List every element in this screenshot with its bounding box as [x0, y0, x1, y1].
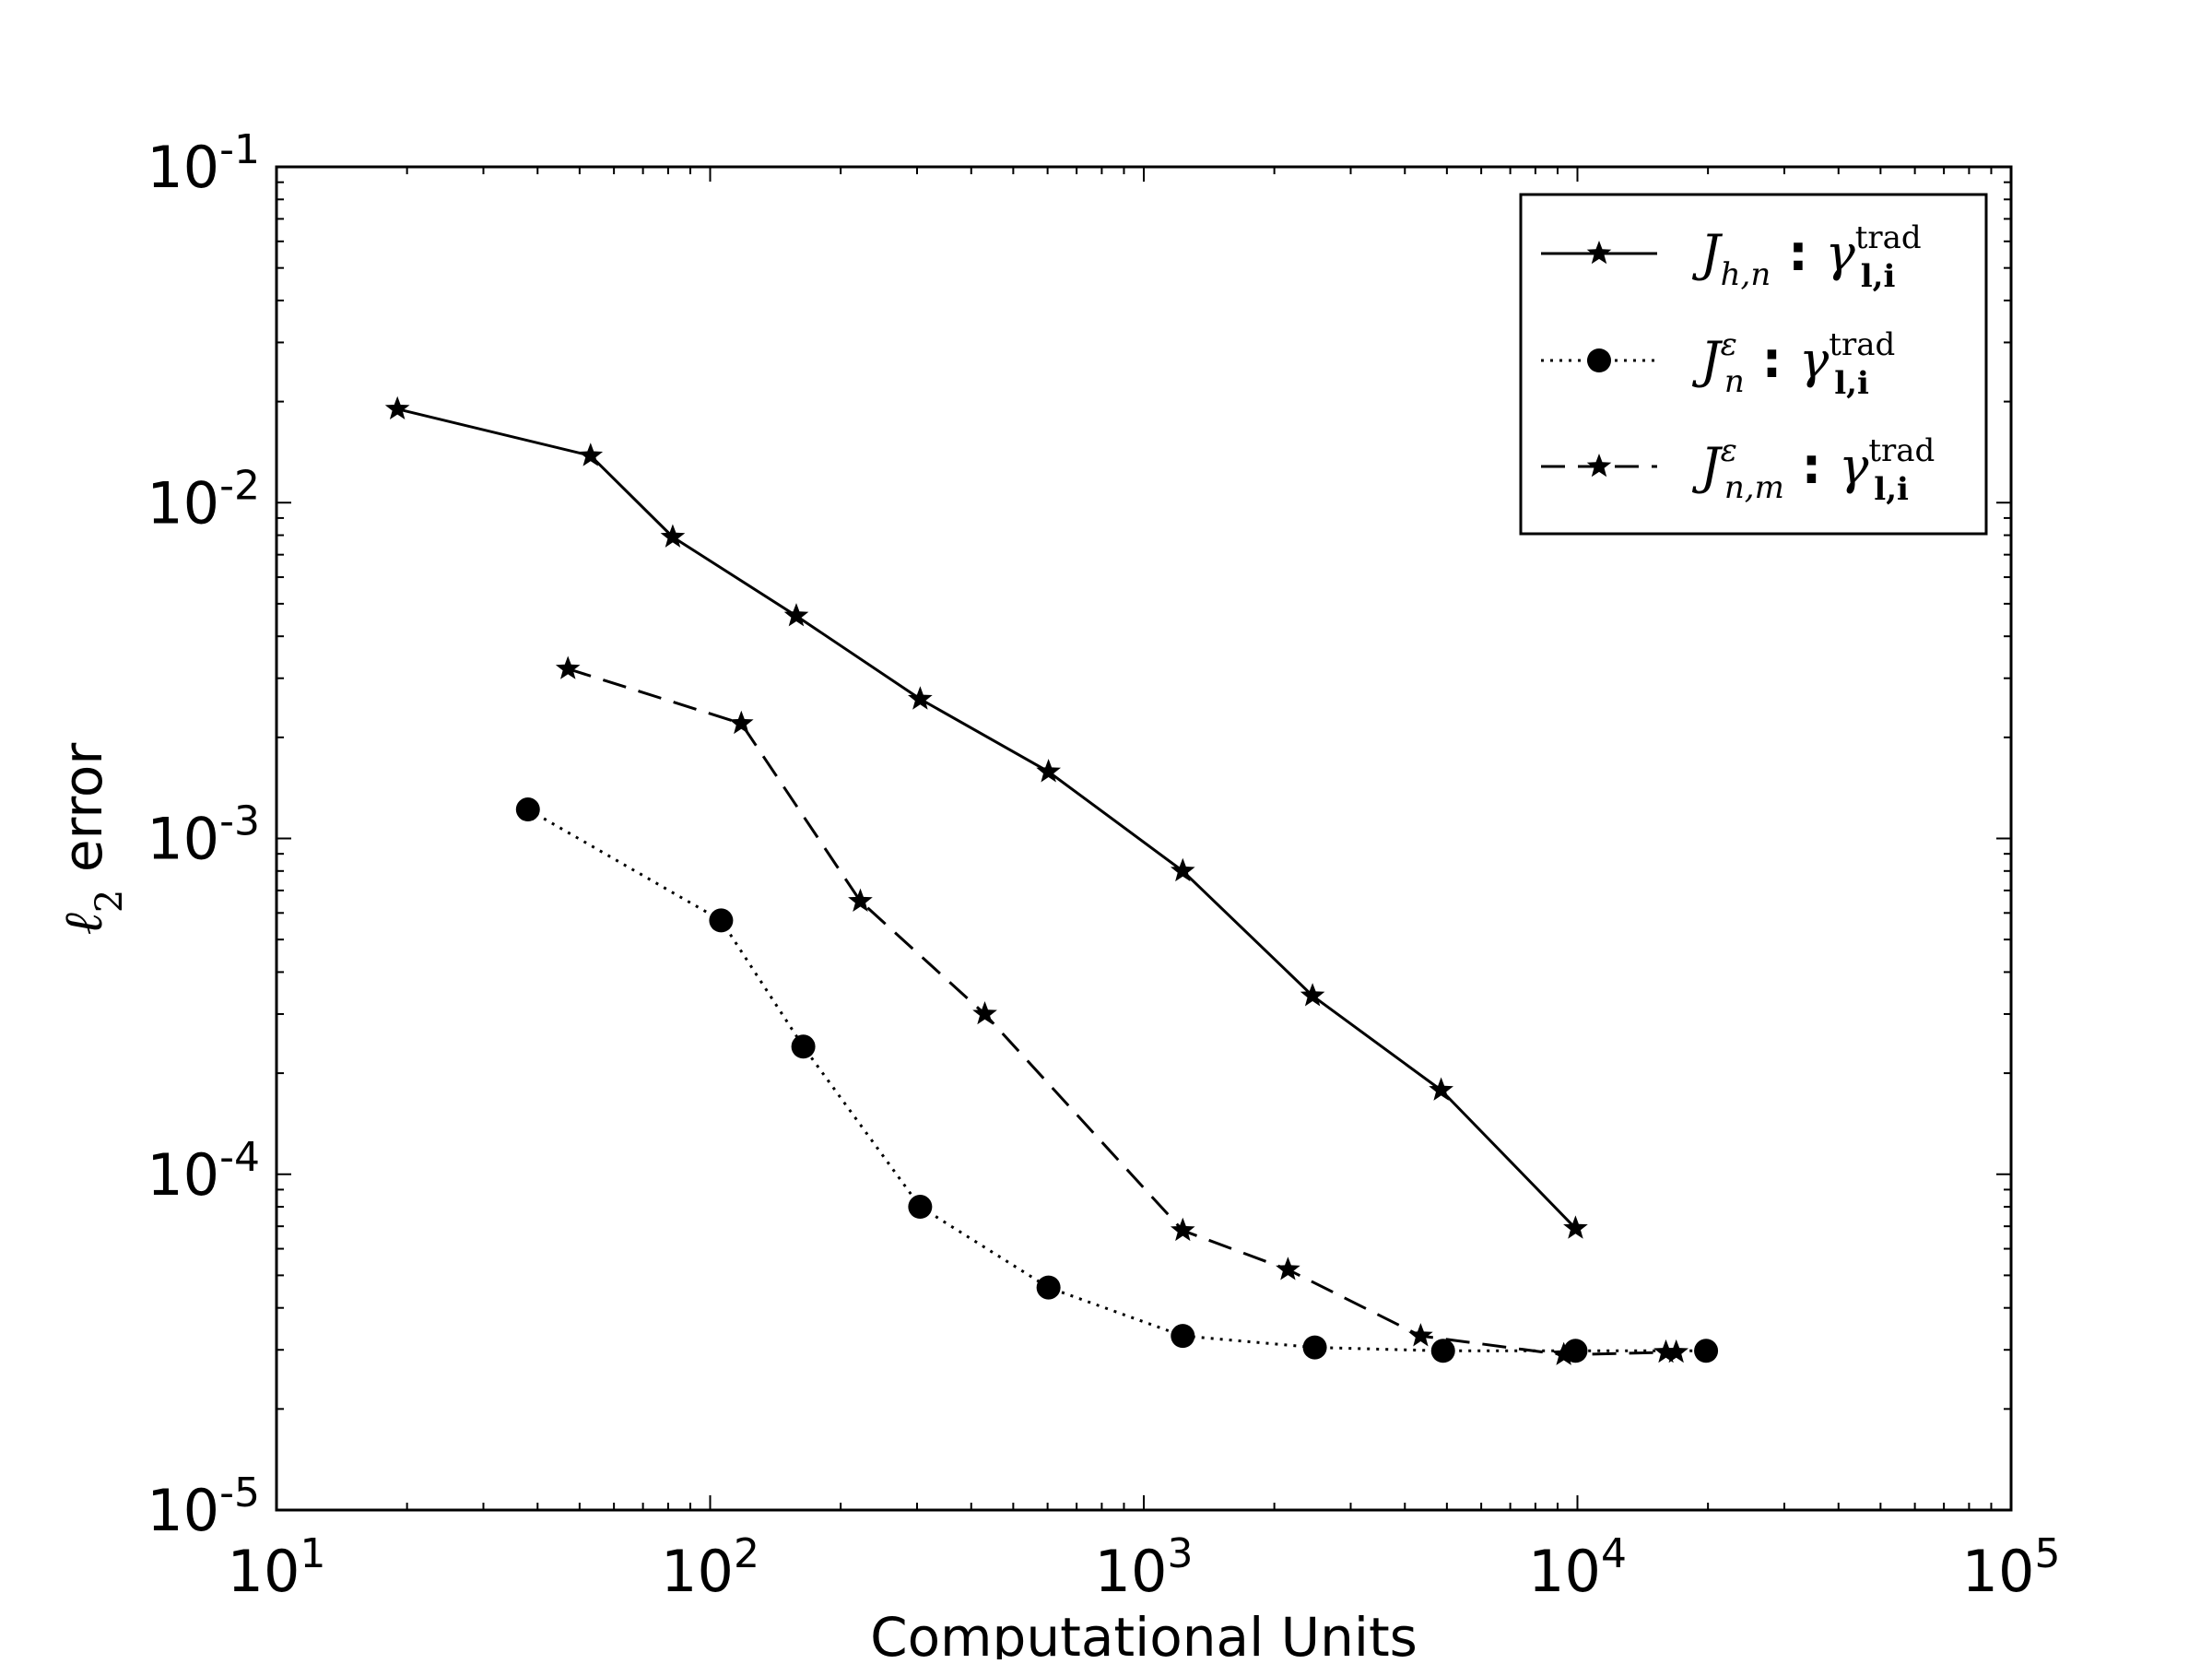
series-1-point [384, 395, 410, 419]
series-3-point [1408, 1323, 1433, 1347]
series-2-point [1430, 1339, 1455, 1363]
series-2-point [1036, 1275, 1061, 1300]
legend-marker-1 [1586, 241, 1612, 265]
legend-label-2: Jε n : γtrad l,i [1691, 326, 1895, 402]
x-tick-label: 101 [228, 1530, 326, 1605]
series-3-point [1276, 1257, 1300, 1280]
ylabel-ell: ℓ [52, 913, 114, 935]
ylabel-word: error [52, 743, 114, 890]
series-3-point [729, 710, 754, 735]
y-tick-label: 10-4 [147, 1134, 260, 1209]
series-3-point [972, 1001, 997, 1025]
x-tick-label: 102 [661, 1530, 759, 1605]
major-ticks [276, 166, 2012, 1511]
x-tick-label: 104 [1528, 1530, 1627, 1605]
y-axis-label: ℓ2 error [52, 743, 131, 936]
x-axis-label: Computational Units [870, 1606, 1418, 1659]
legend: Jh,n : γtrad l,iJε n : γtrad l,iJε n,m : γtr… [1519, 193, 1988, 536]
series-1-point [1429, 1077, 1453, 1101]
series-1-point [1300, 983, 1325, 1007]
series-3-point [555, 655, 581, 679]
y-tick-label: 10-2 [147, 462, 260, 537]
legend-label-1: Jh,n : γtrad l,i [1691, 219, 1922, 295]
series-1-point [1563, 1215, 1588, 1239]
x-tick-labels: 101 102 103 104 105 [228, 1530, 2061, 1605]
marker-layer [384, 395, 1719, 1365]
series-2-point [1171, 1324, 1195, 1349]
series-3-point [1664, 1339, 1688, 1363]
y-tick-label: 10-3 [147, 798, 260, 873]
x-tick-label: 105 [1962, 1530, 2061, 1605]
x-tick-label: 103 [1095, 1530, 1194, 1605]
series-1-point [1036, 759, 1061, 783]
series-1-point [908, 686, 933, 710]
minor-ticks [276, 167, 2011, 1510]
series-1-point [1171, 857, 1195, 882]
series-3-point [1171, 1217, 1195, 1242]
legend-marker-3 [1586, 454, 1612, 478]
series-2-point [1302, 1335, 1327, 1360]
series-layer [396, 407, 1707, 1357]
series-line-1 [396, 407, 1577, 1230]
series-3-point [848, 888, 873, 912]
legend-marker-2 [1587, 348, 1611, 372]
y-tick-label: 10-1 [147, 126, 260, 201]
ylabel-subscript: 2 [88, 890, 131, 913]
series-1-point [660, 524, 686, 548]
series-2-point [709, 908, 734, 933]
series-2-point [515, 797, 540, 822]
series-3-point [1551, 1341, 1576, 1365]
series-1-point [783, 603, 809, 627]
series-line-2 [527, 808, 1707, 1352]
series-1-point [578, 443, 604, 466]
series-2-point [1694, 1339, 1719, 1363]
series-2-point [791, 1034, 816, 1059]
y-tick-label: 10-5 [147, 1469, 260, 1544]
series-2-point [908, 1195, 933, 1220]
y-tick-labels: 10-5 10-4 10-3 10-2 10-1 [147, 126, 260, 1544]
series-3-point [1653, 1339, 1678, 1363]
series-line-3 [567, 667, 1677, 1357]
svg-text:ℓ2 error: ℓ2 error [52, 743, 131, 936]
